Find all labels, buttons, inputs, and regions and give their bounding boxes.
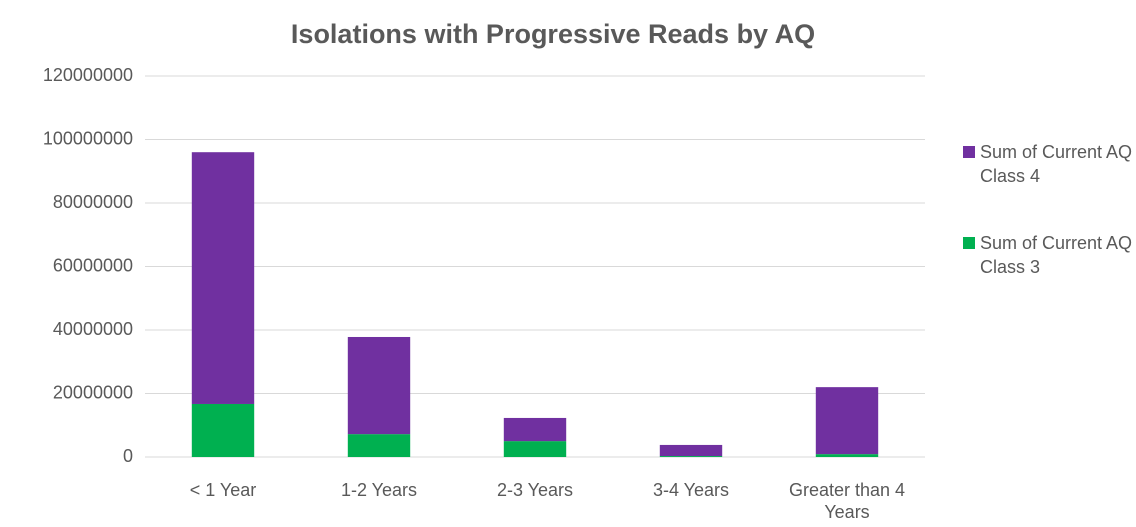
x-tick-label: < 1 Year bbox=[189, 480, 257, 500]
legend-swatch bbox=[963, 146, 975, 158]
legend-swatch bbox=[963, 237, 975, 249]
y-tick-label: 80000000 bbox=[53, 192, 133, 212]
bar-segment bbox=[815, 454, 879, 457]
x-tick-label: Greater than 4 Years bbox=[788, 480, 906, 522]
x-tick-label: 1-2 Years bbox=[340, 480, 418, 500]
bar-segment bbox=[347, 434, 411, 457]
bar-segment bbox=[191, 403, 255, 457]
bar-segment bbox=[659, 456, 723, 457]
bar-segment bbox=[503, 417, 567, 442]
x-tick-label: 2-3 Years bbox=[496, 480, 574, 500]
y-tick-label: 0 bbox=[123, 446, 133, 466]
bar-segment bbox=[347, 336, 411, 435]
y-tick-label: 40000000 bbox=[53, 319, 133, 339]
y-tick-label: 100000000 bbox=[43, 128, 133, 148]
bar-segment bbox=[191, 152, 255, 404]
y-tick-label: 60000000 bbox=[53, 255, 133, 275]
bar-segment bbox=[503, 441, 567, 457]
x-tick-label: 3-4 Years bbox=[652, 480, 730, 500]
legend-label: Sum of Current AQ Class 4 bbox=[980, 142, 1133, 186]
bar-segment bbox=[815, 387, 879, 455]
chart-title: Isolations with Progressive Reads by AQ bbox=[291, 19, 815, 49]
y-tick-label: 20000000 bbox=[53, 382, 133, 402]
y-tick-label: 120000000 bbox=[43, 65, 133, 85]
legend-label: Sum of Current AQ Class 3 bbox=[980, 233, 1133, 277]
bar-segment bbox=[659, 444, 723, 457]
